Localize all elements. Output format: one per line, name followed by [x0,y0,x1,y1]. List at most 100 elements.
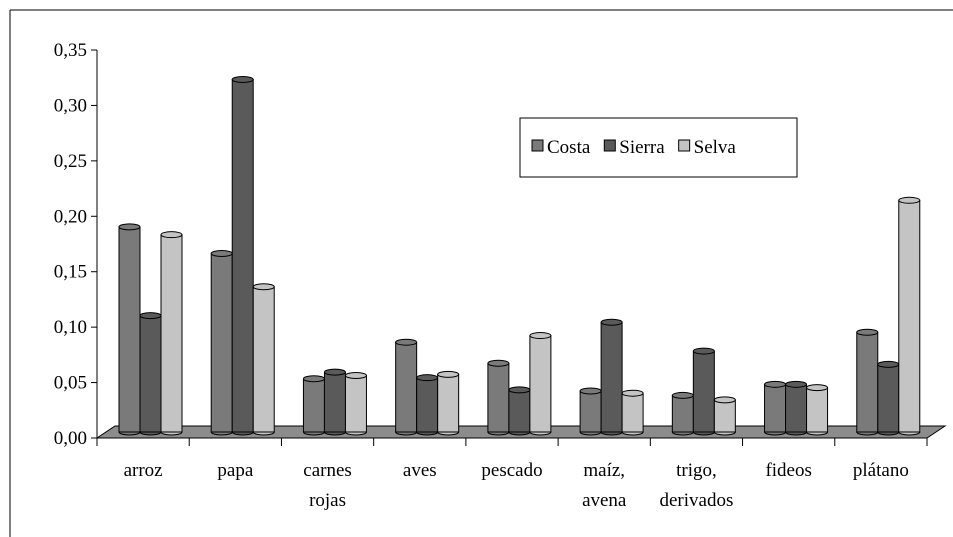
bar-body [118,226,141,433]
bar-top [487,359,510,367]
bar-top [579,387,602,395]
bar-top [323,368,346,376]
bar-top [806,384,829,392]
bar-top [713,396,736,404]
bar-body [508,389,531,433]
bar-top [118,223,141,231]
bar [713,396,736,436]
legend-box [519,117,798,178]
bar [579,387,602,436]
bar-body [785,383,808,433]
bar-top [898,196,921,204]
bar [764,380,787,436]
bar [785,380,808,436]
bar [323,368,346,436]
bar-body [856,331,879,433]
bar-top [877,360,900,368]
x-tick-label: carnes rojas [303,460,352,511]
bar [344,371,367,436]
bar [806,384,829,436]
bar-top [671,391,694,399]
bar-body [671,394,694,433]
bar [877,360,900,436]
bar-body [600,321,623,433]
legend: Costa Sierra Selva [519,117,798,178]
bar-body [231,78,254,433]
bar-body [621,392,644,433]
x-tick-label: maíz, avena [582,460,627,511]
bar-top [344,371,367,379]
bar-body [139,315,162,433]
bar [210,250,233,436]
legend-swatch [603,139,616,152]
bar [692,347,715,436]
bar-top [856,328,879,336]
legend-label: Costa [547,137,591,158]
y-tick-label: 0,35 [54,40,87,61]
bar-body [692,350,715,433]
bar-top [231,75,254,83]
y-tick-label: 0,30 [54,95,87,116]
bar-body [437,373,460,433]
bar [139,312,162,436]
bar [671,391,694,436]
x-tick-label: aves [403,460,437,481]
bar [118,223,141,436]
bar-body [395,341,418,433]
y-tick-label: 0,20 [54,206,87,227]
bar-body [344,374,367,433]
y-tick-label: 0,10 [54,317,87,338]
bar-top [139,312,162,320]
bar-body [160,234,183,433]
bar-body [529,335,552,433]
bar [856,328,879,436]
bar [416,374,439,436]
bar-top [692,347,715,355]
y-tick-label: 0,15 [54,262,87,283]
bar [395,338,418,436]
bar-top [437,370,460,378]
bar-top [210,250,233,258]
bar-body [416,377,439,433]
bar [508,386,531,436]
bar [437,370,460,436]
bar-top [508,386,531,394]
bar [621,389,644,436]
bar-top [764,380,787,388]
legend-label: Sierra [619,137,665,158]
x-tick-label: pescado [481,460,542,481]
bar-body [252,286,275,433]
x-tick-label: papa [217,460,253,481]
bar-top [252,283,275,291]
bar-body [323,371,346,433]
bar-body [210,253,233,433]
legend-swatch [531,139,544,152]
bar [252,283,275,436]
bar-body [898,199,921,433]
bar-top [416,374,439,382]
bar [487,359,510,436]
bar-body [877,363,900,433]
bar-top [160,231,183,239]
x-tick-label: plátano [853,460,909,481]
bar-top [529,332,552,340]
bar [898,196,921,436]
x-tick-label: arroz [124,460,163,481]
bar [302,375,325,436]
bar-top [302,375,325,383]
bar-body [302,378,325,433]
bar-top [785,380,808,388]
bar-top [395,338,418,346]
y-tick-label: 0,05 [54,373,87,394]
bar-body [487,362,510,433]
bar-top [621,389,644,397]
y-tick-label: 0,00 [54,428,87,449]
bar [529,332,552,436]
x-tick-label: trigo, derivados [660,460,734,511]
bar-top [600,318,623,326]
bar-body [806,387,829,433]
bar-body [713,399,736,433]
legend-label: Selva [694,137,737,158]
bar [600,318,623,436]
